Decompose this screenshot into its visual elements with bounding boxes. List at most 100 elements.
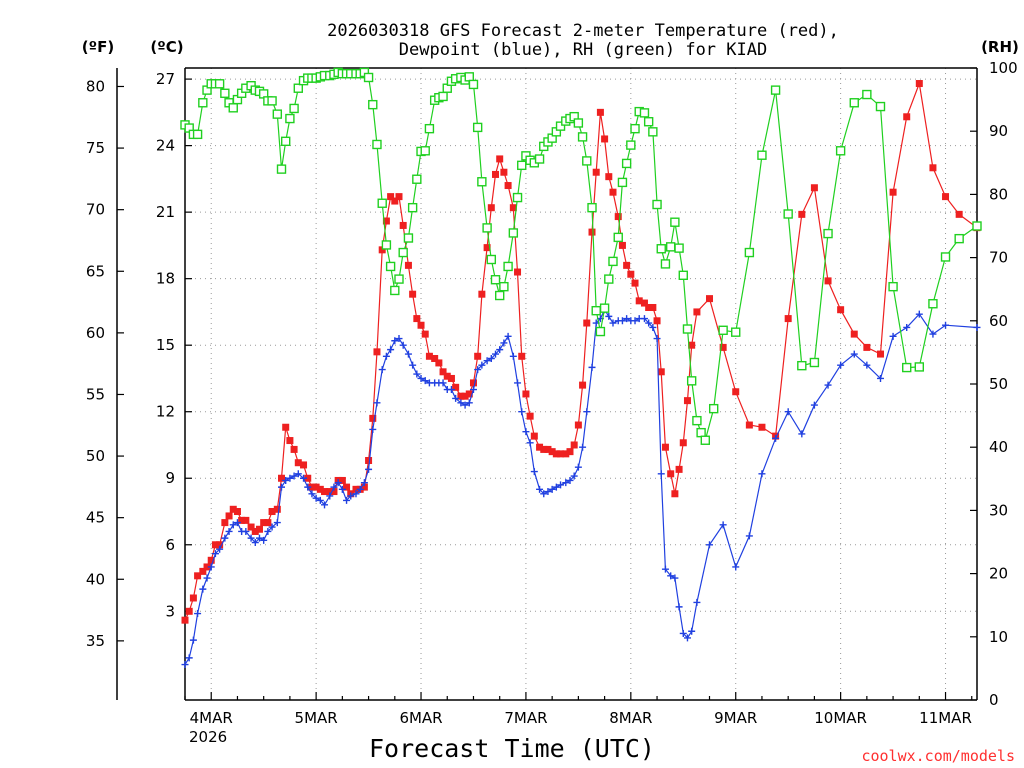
data-point bbox=[544, 445, 552, 453]
data-point bbox=[290, 472, 298, 480]
data-point bbox=[398, 247, 408, 258]
rh-tick-label: 30 bbox=[989, 501, 1008, 519]
data-point bbox=[674, 243, 684, 253]
credit-link[interactable]: coolwx.com/models bbox=[861, 747, 1015, 765]
data-point bbox=[495, 290, 505, 301]
data-point bbox=[278, 483, 286, 491]
data-point bbox=[583, 408, 591, 416]
data-point bbox=[316, 485, 324, 493]
data-point bbox=[675, 603, 683, 611]
data-point bbox=[403, 233, 414, 243]
data-point bbox=[395, 193, 403, 201]
data-point bbox=[810, 401, 818, 409]
data-point bbox=[395, 335, 403, 343]
data-point bbox=[627, 270, 635, 278]
data-point bbox=[360, 479, 368, 487]
data-point bbox=[657, 470, 665, 478]
x-tick-label: 11MAR bbox=[919, 709, 972, 727]
series-temperature bbox=[181, 80, 981, 624]
data-point bbox=[216, 541, 224, 549]
data-point bbox=[599, 303, 610, 313]
c-tick-label: 24 bbox=[156, 137, 175, 155]
data-point bbox=[604, 274, 614, 284]
data-point bbox=[643, 117, 654, 127]
f-tick-label: 35 bbox=[86, 632, 105, 650]
data-point bbox=[876, 350, 884, 358]
data-point bbox=[233, 519, 241, 527]
data-point bbox=[356, 485, 364, 493]
data-point bbox=[203, 574, 211, 582]
data-point bbox=[504, 332, 512, 340]
data-point bbox=[365, 465, 373, 473]
data-point bbox=[770, 85, 781, 95]
data-point bbox=[588, 228, 596, 236]
data-point bbox=[229, 521, 237, 529]
data-point bbox=[181, 616, 189, 624]
data-point bbox=[286, 437, 294, 445]
data-point bbox=[849, 98, 859, 108]
data-point bbox=[757, 150, 767, 160]
data-point bbox=[700, 435, 711, 445]
data-point bbox=[518, 352, 526, 360]
data-point bbox=[784, 408, 792, 416]
data-point bbox=[591, 305, 601, 316]
data-point bbox=[863, 361, 871, 369]
rh-tick-label: 10 bbox=[989, 628, 1008, 646]
data-point bbox=[413, 315, 421, 323]
data-point bbox=[365, 457, 373, 465]
data-point bbox=[552, 450, 560, 458]
data-point bbox=[772, 434, 780, 442]
data-point bbox=[390, 285, 400, 296]
data-point bbox=[679, 439, 687, 447]
data-point bbox=[189, 636, 197, 644]
x-tick-label: 5MAR bbox=[295, 709, 338, 727]
data-point bbox=[343, 496, 351, 504]
data-point bbox=[582, 156, 592, 166]
data-point bbox=[640, 315, 648, 323]
data-point bbox=[225, 527, 233, 535]
data-point bbox=[566, 476, 574, 484]
data-point bbox=[609, 319, 617, 327]
data-point bbox=[824, 381, 832, 389]
data-point bbox=[692, 415, 702, 426]
data-point bbox=[675, 465, 683, 473]
data-point bbox=[718, 325, 728, 335]
f-tick-label: 70 bbox=[86, 201, 105, 219]
data-point bbox=[343, 483, 351, 491]
data-point bbox=[640, 299, 648, 307]
chart-title-line-1: 2026030318 GFS Forecast 2-meter Temperat… bbox=[327, 21, 839, 41]
data-point bbox=[732, 563, 740, 571]
data-point bbox=[837, 306, 845, 314]
data-point bbox=[503, 261, 513, 272]
data-point bbox=[300, 474, 308, 482]
data-point bbox=[621, 158, 632, 169]
data-point bbox=[518, 408, 526, 416]
data-point bbox=[509, 352, 517, 360]
data-point bbox=[601, 135, 609, 143]
data-point bbox=[185, 654, 193, 662]
data-point bbox=[653, 335, 661, 343]
data-point bbox=[798, 430, 806, 438]
data-point bbox=[247, 534, 255, 542]
data-point bbox=[614, 213, 622, 221]
data-point bbox=[875, 101, 886, 112]
data-point bbox=[631, 317, 639, 325]
data-point bbox=[282, 423, 290, 431]
data-point bbox=[469, 379, 477, 387]
data-point bbox=[862, 89, 872, 100]
data-point bbox=[211, 550, 219, 558]
data-point bbox=[719, 521, 727, 529]
data-point bbox=[570, 441, 578, 449]
data-point bbox=[438, 91, 448, 102]
data-point bbox=[378, 366, 386, 374]
data-point bbox=[661, 565, 669, 573]
data-point bbox=[404, 261, 412, 269]
data-point bbox=[500, 168, 508, 176]
rh-tick-label: 50 bbox=[989, 375, 1008, 393]
f-tick-label: 45 bbox=[86, 509, 105, 527]
data-point bbox=[198, 98, 208, 108]
data-point bbox=[514, 379, 522, 387]
data-point bbox=[579, 381, 587, 389]
data-point bbox=[251, 539, 259, 547]
data-point bbox=[745, 421, 753, 429]
